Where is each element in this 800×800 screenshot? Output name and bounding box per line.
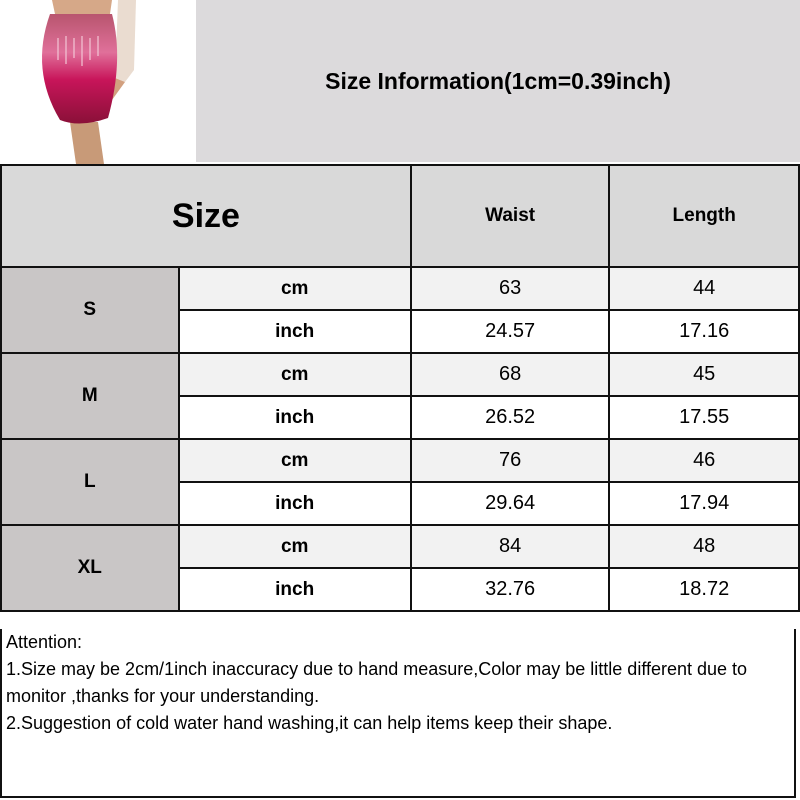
waist-value: 68 [409,352,611,397]
waist-value: 24.57 [409,309,611,354]
waist-value: 32.76 [409,567,611,612]
unit-label: inch [177,309,412,354]
product-photo [0,0,196,164]
notes-line-1: 1.Size may be 2cm/1inch inaccuracy due t… [6,659,753,706]
unit-label: inch [177,395,412,440]
unit-label: cm [177,524,412,569]
length-value: 17.94 [608,481,800,526]
length-value: 45 [608,352,800,397]
table-row: XL cm 84 48 [0,524,800,612]
unit-label: inch [177,567,412,612]
table-row: inch 32.76 18.72 [1,567,800,612]
waist-value: 29.64 [409,481,611,526]
unit-label: cm [177,352,412,397]
waist-value: 26.52 [409,395,611,440]
size-label: S [0,266,180,354]
notes-line-2: 2.Suggestion of cold water hand washing,… [6,713,613,733]
header-length: Length [608,164,800,268]
size-info-title: Size Information(1cm=0.39inch) [325,67,671,94]
length-value: 46 [608,438,800,483]
table-row: inch 29.64 17.94 [1,481,800,526]
notes-heading: Attention: [6,632,83,652]
length-value: 17.55 [608,395,800,440]
unit-label: cm [177,438,412,483]
size-info-banner: Size Information(1cm=0.39inch) [196,0,800,162]
table-header: Size Waist Length [0,164,800,268]
header-waist: Waist [409,164,611,268]
length-value: 48 [608,524,800,569]
header-size: Size [0,164,412,268]
table-row: inch 26.52 17.55 [1,395,800,440]
length-value: 18.72 [608,567,800,612]
size-label: XL [0,524,180,612]
unit-label: inch [177,481,412,526]
waist-value: 84 [409,524,611,569]
length-value: 44 [608,266,800,311]
unit-label: cm [177,266,412,311]
waist-value: 63 [409,266,611,311]
size-label: L [0,438,180,526]
waist-value: 76 [409,438,611,483]
table-row: inch 24.57 17.16 [1,309,800,354]
length-value: 17.16 [608,309,800,354]
attention-notes: Attention: 1.Size may be 2cm/1inch inacc… [0,629,796,798]
size-label: M [0,352,180,440]
